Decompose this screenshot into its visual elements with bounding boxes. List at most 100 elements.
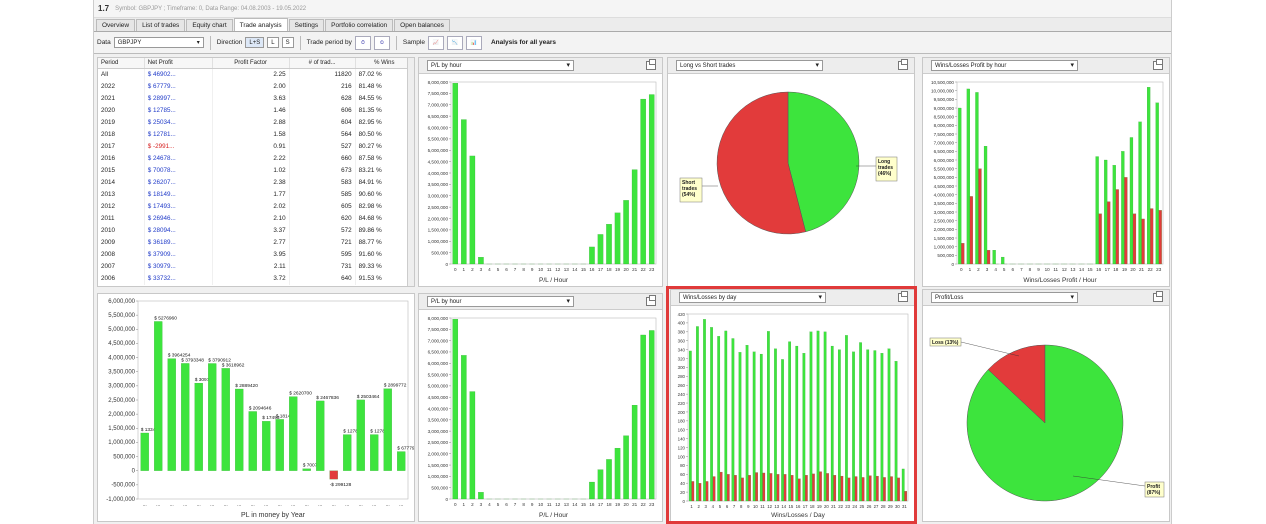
y-tick-label: 4,500,000 [108,341,135,347]
table-row[interactable]: All $ 46902... 2.25 11820 87.02 % [98,68,414,81]
direction-ls-button[interactable]: L+S [245,37,265,48]
data-label: $ 7007 [303,463,318,469]
column-header[interactable]: Profit Factor [212,58,290,69]
bar [606,459,612,500]
chart-type-dropdown[interactable]: Profit/Loss [931,292,1078,303]
bar [640,334,646,500]
table-row[interactable]: 2020 $ 12785... 1.46 606 81.35 % [98,104,414,117]
y-tick-label: 500,000 [431,250,448,255]
x-tick-label: 8 [522,267,525,272]
bar [597,234,604,265]
tab-overview[interactable]: Overview [96,19,136,31]
bar [788,341,792,502]
bar [741,477,744,502]
open-time-icon[interactable]: ⏱ [354,35,371,50]
sample-out-chart-icon[interactable]: 📊 [465,35,482,50]
table-cell: $ 70078... [144,164,213,177]
sample-in-chart-icon[interactable]: 📉 [446,35,463,50]
table-row[interactable]: 2022 $ 67779... 2.00 216 81.48 % [98,80,414,93]
direction-l-button[interactable]: L [267,37,279,48]
y-tick-label: 4,500,000 [428,159,449,164]
pl-by-hour-chart: 8,000,000 7,500,000 7,000,000 6,500,000 6,00… [428,80,657,284]
y-tick-label: 5,500,000 [428,372,449,377]
table-cell: 2014 [98,176,145,189]
table-row[interactable]: 2012 $ 17493... 2.02 605 82.98 % [98,200,414,213]
y-tick-label: 6,500,000 [428,114,449,119]
x-tick-label: 3 [705,504,708,509]
y-tick-label: 40 [680,481,685,486]
x-tick-label: 2 [471,502,474,507]
bar [705,481,709,502]
y-tick-label: 2,000,000 [428,452,449,457]
table-row[interactable]: 2021 $ 28997... 3.63 628 84.55 % [98,92,414,105]
table-row[interactable]: 2017 $ -2991... 0.91 527 80.27 % [98,140,414,153]
restore-icon[interactable] [898,291,908,302]
table-cell: 620 [289,212,356,225]
bar [397,451,406,471]
table-cell: 1.58 [212,128,290,141]
tab-equity-chart[interactable]: Equity chart [186,19,233,31]
column-header[interactable]: Period [98,58,145,69]
close-time-icon[interactable]: ⏲ [373,35,390,50]
x-tick-label: ... [170,502,174,508]
table-row[interactable]: 2015 $ 70078... 1.02 673 83.21 % [98,164,414,177]
table-cell: 3.72 [212,272,290,285]
table-row[interactable]: 2019 $ 25034... 2.88 604 82.95 % [98,116,414,129]
table-row[interactable]: 2013 $ 18149... 1.77 585 90.60 % [98,188,414,201]
direction-s-button[interactable]: S [281,37,294,48]
chart-type-dropdown[interactable]: Wins/Losses by day [679,292,826,303]
table-row[interactable]: 2011 $ 26946... 2.10 620 84.68 % [98,212,414,225]
version-label: 1.7 [98,4,110,13]
data-select[interactable]: GBPJPY ▾ [113,37,204,48]
column-header[interactable]: Net Profit [144,58,213,69]
restore-icon[interactable] [1153,291,1163,302]
pie-label: (46%) [878,171,892,177]
y-tick-label: 3,500,000 [108,370,135,376]
table-cell: 89.86 % [355,224,414,237]
table-row[interactable]: 2006 $ 33732... 3.72 640 91.53 % [98,272,414,285]
tab-open-balances[interactable]: Open balances [394,19,450,31]
y-tick-label: 5,000,000 [428,384,449,389]
table-row[interactable]: 2007 $ 30979... 2.11 731 89.33 % [98,260,414,273]
y-tick-label: 8,000,000 [428,316,449,321]
sample-all-chart-icon[interactable]: 📈 [427,35,444,50]
table-row[interactable]: 2010 $ 28094... 3.37 572 89.86 % [98,224,414,237]
restore-icon[interactable] [1153,59,1163,70]
restore-icon[interactable] [646,295,656,306]
x-tick-label: 16 [796,504,801,509]
bar [975,92,979,265]
tab-trade-analysis[interactable]: Trade analysis [233,18,288,31]
chart-type-dropdown[interactable]: Wins/Losses Profit by hour [931,60,1078,71]
tab-list-of-trades[interactable]: List of trades [136,19,186,31]
bar [859,342,862,502]
tab-settings[interactable]: Settings [288,19,325,31]
y-tick-label: 320 [678,356,686,361]
y-tick-label: 10,500,000 [931,80,954,85]
data-label: $ 2620700 [289,391,312,397]
column-header[interactable]: % Wins [355,58,414,69]
chart-type-dropdown[interactable]: Long vs Short trades [676,60,823,71]
table-row[interactable]: 2009 $ 36189... 2.77 721 88.77 % [98,236,414,249]
table-cell: 2021 [98,92,145,105]
table-row[interactable]: 2014 $ 26207... 2.38 583 84.91 % [98,176,414,189]
table-row[interactable]: 2016 $ 24678... 2.22 660 87.58 % [98,152,414,165]
x-tick-label: 23 [649,267,655,272]
analysis-grid: Period Net Profit Profit Factor # of trad..… [94,55,1171,524]
restore-icon[interactable] [898,59,908,70]
column-header[interactable]: # of trad... [289,58,356,69]
data-label: $ 2899772 [384,383,407,389]
table-row[interactable]: 2018 $ 12781... 1.58 564 80.50 % [98,128,414,141]
chart-type-dropdown[interactable]: P/L by hour [427,60,574,71]
y-tick-label: 6,500,000 [934,149,955,154]
chart-type-dropdown[interactable]: P/L by hour [427,296,574,307]
pie-label: (54%) [682,192,696,198]
table-cell: 83.21 % [355,164,414,177]
tab-portfolio-correlation[interactable]: Portfolio correlation [325,19,394,31]
table-scrollbar[interactable] [407,58,414,286]
data-label: $ 3964254 [168,353,191,359]
restore-icon[interactable] [646,59,656,70]
data-label: $ 30979 [195,377,213,383]
table-row[interactable]: 2008 $ 37909... 3.95 595 91.60 % [98,248,414,261]
table-cell: All [98,68,145,81]
table-cell: 585 [289,188,356,201]
